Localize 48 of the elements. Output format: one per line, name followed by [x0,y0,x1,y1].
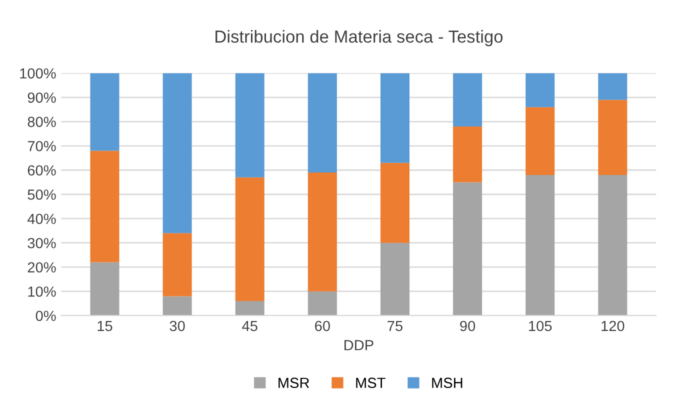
y-tick-label: 50% [28,189,56,200]
bar [380,242,410,316]
bar [90,150,120,262]
bar [526,73,555,108]
x-tick-label: 30 [170,320,185,332]
bar [90,73,120,151]
y-tick-label: 20% [28,262,56,273]
x-tick-label: 90 [460,320,476,332]
bar [235,177,264,302]
bar [308,73,337,173]
bar [598,174,628,316]
bar [90,262,120,316]
x-tick-label: 15 [98,320,112,332]
y-tick-label: 60% [28,165,56,176]
y-tick-label: 70% [28,140,56,152]
bar [235,301,264,316]
legend-label: MST [356,378,386,388]
bar [162,296,192,316]
chart-title: Distribucion de Materia seca - Testigo [216,30,503,46]
x-tick-label: 105 [529,320,552,332]
legend-label: MSR [278,378,310,388]
bar [453,126,482,182]
bar [162,73,192,234]
y-tick-label: 80% [28,116,56,128]
y-tick-label: 10% [28,286,56,297]
y-tick-label: 0% [36,310,56,322]
x-tick-label: 75 [388,320,402,332]
x-axis-title: DDP [344,340,374,350]
bar [235,73,264,178]
x-tick-label: 60 [315,320,330,332]
x-tick-label: 120 [602,320,624,332]
bar [598,100,628,175]
x-tick-label: 45 [242,320,258,332]
bar [380,73,410,163]
bar [526,107,555,175]
bar [526,174,555,316]
bar [162,233,192,296]
bar [308,172,337,292]
y-tick-label: 100% [20,68,56,79]
y-tick-label: 90% [28,92,56,103]
bar [308,291,337,316]
bar [598,73,628,100]
y-tick-label: 30% [28,238,56,248]
bar [453,73,482,126]
y-tick-label: 40% [27,214,56,224]
bar [380,162,410,243]
bar [453,182,482,316]
legend-label: MSH [432,378,462,388]
